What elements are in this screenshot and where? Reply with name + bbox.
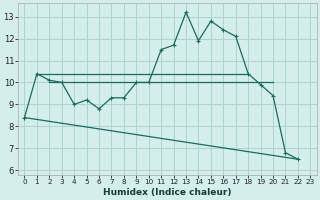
X-axis label: Humidex (Indice chaleur): Humidex (Indice chaleur)	[103, 188, 232, 197]
